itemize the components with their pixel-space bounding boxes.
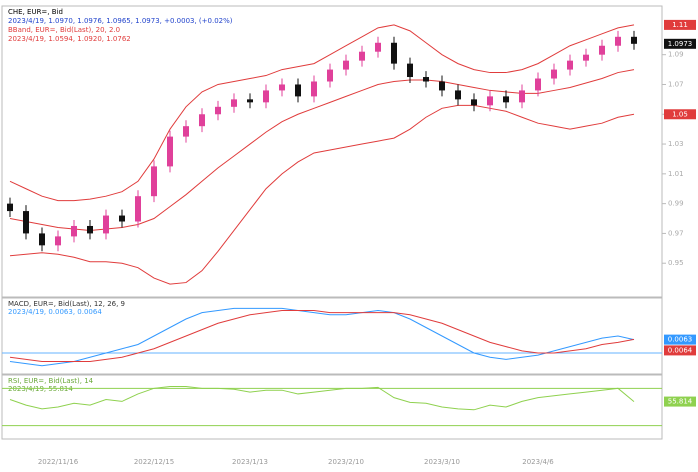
- value-box: [664, 19, 696, 30]
- x-tick-label: 2022/11/16: [38, 458, 79, 466]
- x-tick-label: 2023/3/10: [424, 458, 460, 466]
- band-line: [9, 24, 635, 202]
- macd-annotation: 2023/4/19, 0.0063, 0.0064: [8, 308, 102, 316]
- y-tick-label: 1.07: [668, 80, 684, 88]
- value-label: 1.11: [672, 21, 688, 29]
- candle-body: [7, 203, 13, 212]
- candle-body: [183, 126, 189, 137]
- candle-body: [327, 69, 333, 82]
- value-box: [664, 109, 696, 120]
- value-label: 1.05: [672, 110, 688, 118]
- candle-body: [599, 45, 605, 55]
- x-tick-label: 2022/12/15: [134, 458, 174, 466]
- band-line: [9, 69, 635, 231]
- y-tick-label: 1.01: [668, 170, 684, 178]
- candle-body: [231, 99, 237, 107]
- candle-body: [295, 84, 301, 97]
- price-title: CHE, EUR=, Bid: [8, 8, 63, 16]
- candle-body: [391, 42, 397, 64]
- macd-panel: [1, 297, 663, 375]
- candle-body: [551, 69, 557, 79]
- price-annotation: 2023/4/19, 1.0970, 1.0976, 1.0965, 1.097…: [8, 17, 233, 25]
- candle-body: [503, 96, 509, 103]
- candle-body: [359, 51, 365, 61]
- value-label: 0.0063: [668, 336, 693, 344]
- band-title: BBand, EUR=, Bid(Last), 20, 2.0: [8, 26, 120, 34]
- y-tick-label: 0.95: [668, 259, 684, 267]
- candle-body: [615, 36, 621, 46]
- band-line: [9, 104, 635, 285]
- candle-body: [103, 215, 109, 234]
- value-box: [664, 334, 696, 345]
- candle-body: [87, 225, 93, 234]
- candle-body: [471, 99, 477, 106]
- candle-body: [375, 42, 381, 52]
- candle-body: [311, 81, 317, 97]
- value-box: [664, 38, 696, 49]
- candle-body: [583, 54, 589, 61]
- candle-body: [215, 106, 221, 115]
- candle-body: [247, 99, 253, 103]
- candle-body: [263, 90, 269, 103]
- candle-body: [343, 60, 349, 70]
- candle-body: [167, 136, 173, 167]
- candle-body: [631, 36, 637, 44]
- candle-body: [423, 77, 429, 82]
- candle-body: [535, 78, 541, 91]
- value-box: [664, 396, 696, 407]
- candle-body: [199, 114, 205, 127]
- candle-body: [119, 215, 125, 222]
- rsi-annotation: 2023/4/19, 55.814: [8, 385, 73, 393]
- macd-title: MACD, EUR=, Bid(Last), 12, 26, 9: [8, 300, 125, 308]
- indicator-line: [9, 307, 635, 367]
- y-tick-label: 1.09: [668, 51, 684, 59]
- candle-body: [23, 211, 29, 234]
- indicator-line: [9, 385, 635, 411]
- x-tick-label: 2023/2/10: [328, 458, 364, 466]
- candle-body: [55, 236, 61, 246]
- band-annotation: 2023/4/19, 1.0594, 1.0920, 1.0762: [8, 35, 131, 43]
- candle-body: [71, 225, 77, 237]
- x-tick-label: 2023/1/13: [232, 458, 268, 466]
- candle-body: [455, 90, 461, 100]
- y-tick-label: 0.99: [668, 200, 684, 208]
- candle-body: [567, 60, 573, 70]
- candle-body: [519, 90, 525, 103]
- candle-body: [439, 81, 445, 91]
- x-tick-label: 2023/4/6: [522, 458, 554, 466]
- price-panel: [1, 5, 663, 298]
- rsi-title: RSI, EUR=, Bid(Last), 14: [8, 377, 94, 385]
- candle-body: [407, 63, 413, 78]
- value-box: [664, 345, 696, 356]
- candle-body: [135, 196, 141, 222]
- y-tick-label: 0.97: [668, 229, 684, 237]
- value-label: 0.0064: [668, 346, 693, 354]
- candle-body: [151, 166, 157, 197]
- candle-body: [487, 96, 493, 106]
- value-label: 55.814: [668, 398, 693, 406]
- value-label: 1.0973: [668, 40, 693, 48]
- y-tick-label: 1.03: [668, 140, 684, 148]
- indicator-line: [9, 310, 635, 362]
- rsi-panel: [1, 374, 663, 440]
- candle-body: [279, 84, 285, 91]
- candle-body: [39, 233, 45, 246]
